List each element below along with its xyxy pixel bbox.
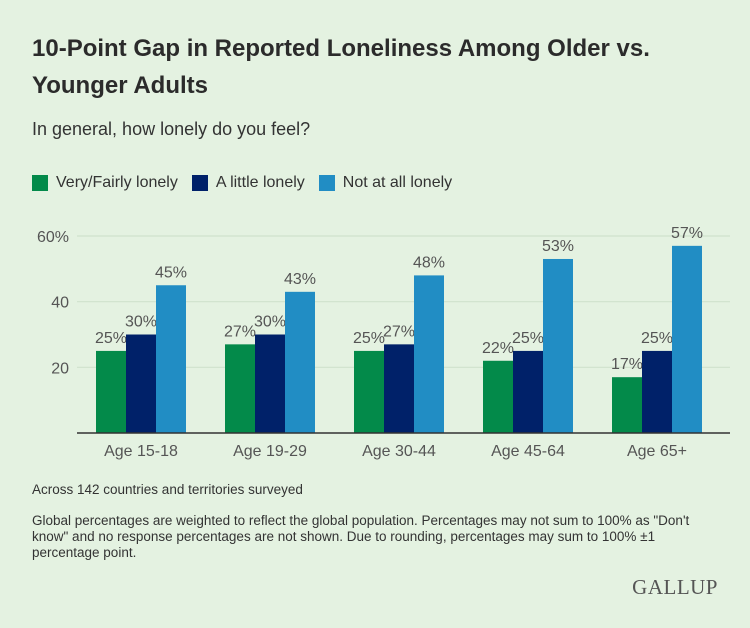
chart-title: 10-Point Gap in Reported Loneliness Amon… — [32, 35, 650, 99]
legend-swatch — [32, 175, 48, 191]
data-label: 30% — [125, 314, 157, 331]
chart-subtitle: In general, how lonely do you feel? — [32, 119, 311, 139]
x-tick-label: Age 30-44 — [362, 443, 436, 460]
bar — [612, 377, 642, 433]
footnote-method: Global percentages are weighted to refle… — [32, 513, 690, 560]
data-label: 45% — [155, 264, 187, 281]
legend-swatch — [318, 175, 335, 191]
data-label: 43% — [284, 271, 316, 288]
legend-item-not-at-all: Not at all lonely — [318, 174, 453, 192]
data-label: 17% — [611, 356, 643, 373]
x-tick-label: Age 15-18 — [104, 443, 178, 460]
data-label: 25% — [95, 330, 127, 347]
bar — [126, 334, 156, 433]
data-label: 27% — [224, 323, 256, 340]
gallup-logo: GALLUP — [632, 575, 718, 599]
legend-label: A little lonely — [215, 174, 305, 191]
bar — [156, 285, 186, 433]
bar — [543, 258, 573, 433]
x-tick-label: Age 45-64 — [491, 443, 565, 460]
data-label: 27% — [383, 323, 415, 340]
legend-item-little: A little lonely — [191, 174, 305, 192]
x-tick-label: Age 65+ — [627, 443, 687, 460]
legend-label: Not at all lonely — [342, 174, 453, 191]
y-tick-label: 60% — [37, 229, 69, 246]
footnote-sample: Across 142 countries and territories sur… — [32, 482, 303, 497]
bar — [384, 344, 414, 433]
legend-item-very-fairly: Very/Fairly lonely — [32, 174, 178, 192]
data-label: 53% — [542, 238, 574, 255]
legend-swatch — [191, 175, 208, 191]
bar — [255, 334, 285, 433]
legend: Very/Fairly lonely A little lonely Not a… — [32, 174, 452, 192]
data-label: 25% — [641, 330, 673, 347]
data-label: 30% — [254, 314, 286, 331]
data-label: 22% — [482, 340, 514, 357]
bar — [354, 350, 384, 433]
bar — [483, 360, 513, 433]
data-label: 57% — [671, 225, 703, 242]
y-tick-label: 40 — [51, 295, 69, 312]
bar — [513, 350, 543, 433]
bar — [642, 350, 672, 433]
bar — [96, 350, 126, 433]
data-label: 48% — [413, 254, 445, 271]
bar — [285, 291, 315, 433]
data-label: 25% — [512, 330, 544, 347]
y-tick-label: 20 — [51, 360, 69, 377]
x-tick-label: Age 19-29 — [233, 443, 307, 460]
bar — [225, 344, 255, 433]
data-label: 25% — [353, 330, 385, 347]
legend-label: Very/Fairly lonely — [56, 174, 178, 191]
bar — [672, 245, 702, 433]
bar — [414, 275, 444, 433]
